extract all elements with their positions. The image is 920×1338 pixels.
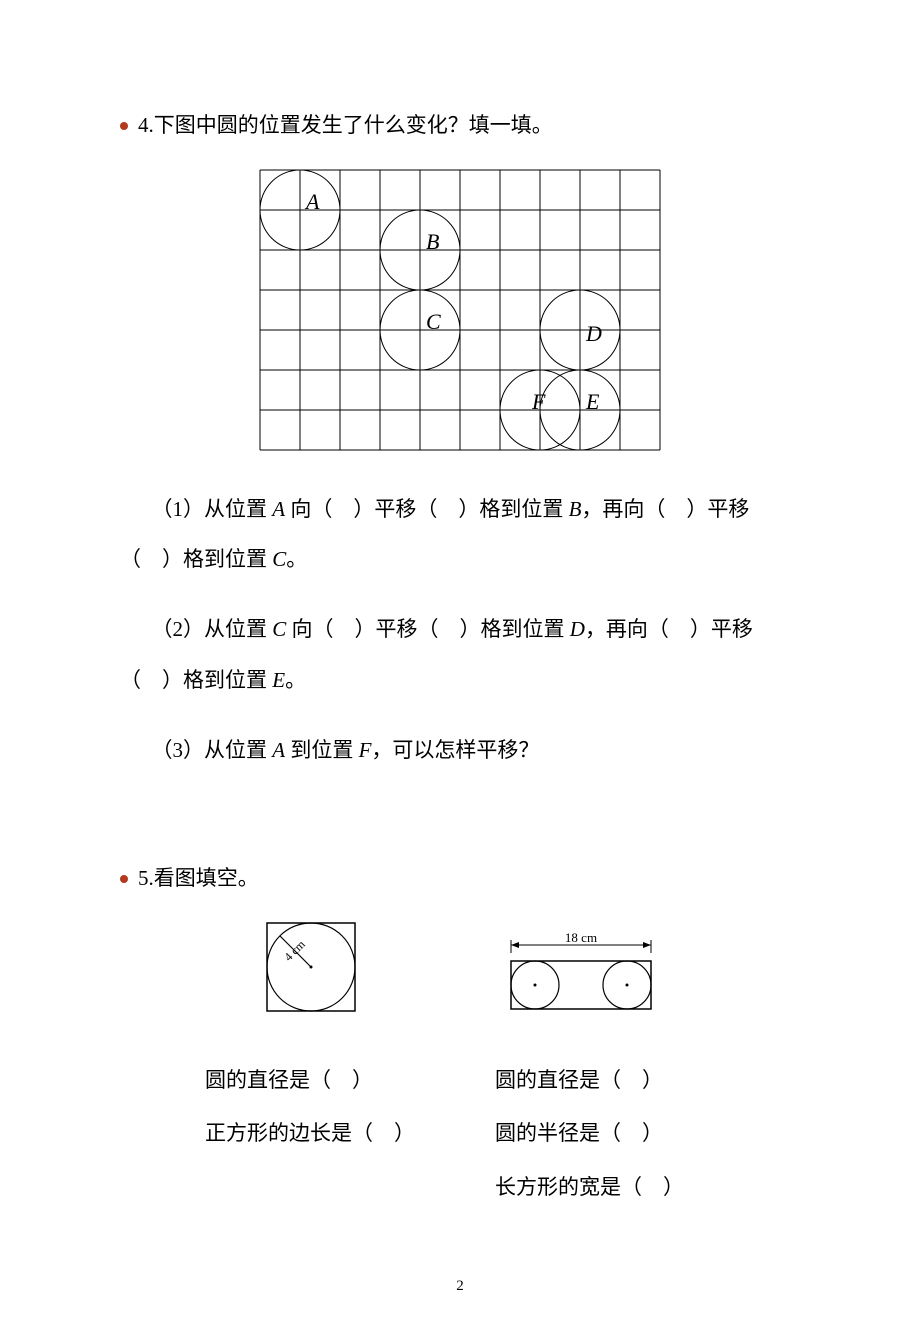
q5-fig1-svg: 4 cm: [265, 921, 357, 1013]
q4-sub1-text-d: 。: [286, 547, 307, 571]
svg-text:A: A: [304, 189, 320, 214]
q4-sub3-F: F: [359, 738, 372, 762]
bullet-icon: [120, 122, 128, 130]
q4-sub2-text-d: 。: [285, 668, 306, 692]
svg-text:B: B: [426, 229, 439, 254]
q4-sub2-text-b: 向（ ）平移（ ）格到位置: [286, 617, 570, 641]
svg-text:D: D: [585, 321, 602, 346]
q5-right-col: 圆的直径是（ ） 圆的半径是（ ） 长方形的宽是（ ）: [495, 1043, 715, 1226]
q5-title: 5.看图填空。: [138, 863, 259, 895]
q5-left-l2: 正方形的边长是（ ）: [205, 1118, 425, 1150]
q4-sub1-text-b: 向（ ）平移（ ）格到位置: [285, 497, 569, 521]
q5-right-l1: 圆的直径是（ ）: [495, 1065, 715, 1097]
q4-sub3-text-b: 到位置: [285, 738, 359, 762]
svg-text:F: F: [531, 389, 546, 414]
q4-sub3-text-a: （3）从位置: [152, 738, 273, 762]
q4-grid-figure: A B C D E F: [120, 168, 800, 452]
svg-text:18 cm: 18 cm: [565, 933, 597, 945]
q4-sub2-D: D: [570, 617, 585, 641]
page: 4.下图中圆的位置发生了什么变化？填一填。 A B C D E F （1）从位置 A 向（…: [0, 0, 920, 1338]
q4-title: 4.下图中圆的位置发生了什么变化？填一填。: [138, 110, 553, 142]
q4-sub3: （3）从位置 A 到位置 F，可以怎样平移？: [120, 725, 800, 775]
q4-sub1-text-a: （1）从位置: [152, 497, 273, 521]
q4-sub2: （2）从位置 C 向（ ）平移（ ）格到位置 D，再向（ ）平移（ ）格到位置 …: [120, 604, 800, 705]
q4-sub2-C: C: [272, 617, 286, 641]
q5-right-l3: 长方形的宽是（ ）: [495, 1172, 715, 1204]
q4-sub1-B: B: [569, 497, 582, 521]
spacer: [120, 793, 800, 863]
q5-right-l2: 圆的半径是（ ）: [495, 1118, 715, 1150]
q5-fig2-svg: 18 cm: [507, 933, 655, 1013]
q5-left-l1: 圆的直径是（ ）: [205, 1065, 425, 1097]
q4-grid-svg: A B C D E F: [258, 168, 662, 452]
q4-sub2-text-a: （2）从位置: [152, 617, 273, 641]
svg-text:E: E: [585, 389, 600, 414]
q4-sub1-A: A: [272, 497, 285, 521]
q4-heading: 4.下图中圆的位置发生了什么变化？填一填。: [120, 110, 800, 142]
q5-figures: 4 cm 18 cm: [120, 921, 800, 1013]
q4-sub1: （1）从位置 A 向（ ）平移（ ）格到位置 B，再向（ ）平移（ ）格到位置 …: [120, 484, 800, 585]
q5-answers: 圆的直径是（ ） 正方形的边长是（ ） 圆的直径是（ ） 圆的半径是（ ） 长方…: [120, 1043, 800, 1226]
bullet-icon: [120, 875, 128, 883]
svg-text:C: C: [426, 309, 441, 334]
q4-sub1-C: C: [272, 547, 286, 571]
q4-sub3-text-c: ，可以怎样平移？: [371, 738, 539, 762]
page-number: 2: [120, 1275, 800, 1298]
q5-heading: 5.看图填空。: [120, 863, 800, 895]
q5-left-col: 圆的直径是（ ） 正方形的边长是（ ）: [205, 1043, 425, 1226]
q4-sub3-A: A: [272, 738, 285, 762]
q4-sub2-E: E: [272, 668, 285, 692]
